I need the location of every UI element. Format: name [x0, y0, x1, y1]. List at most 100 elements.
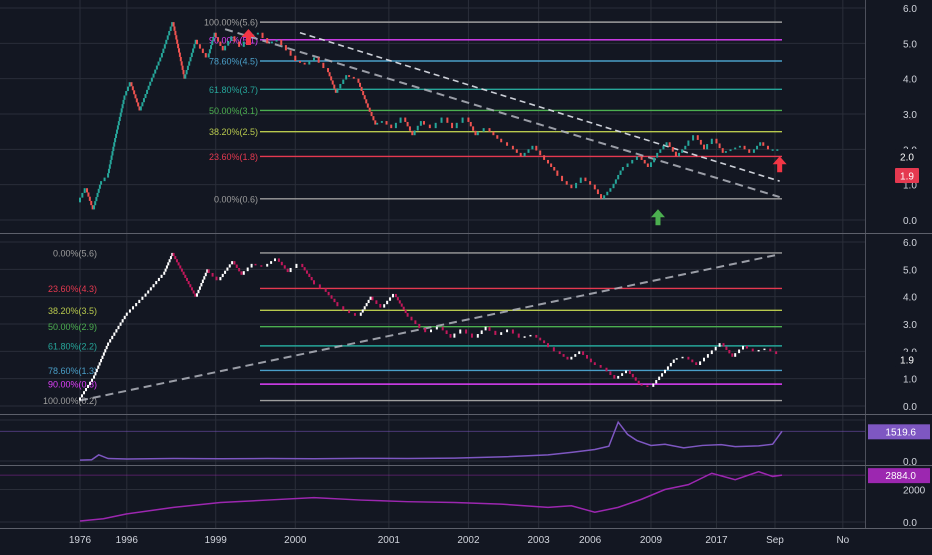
- price-brick: [270, 41, 273, 44]
- price-brick: [187, 281, 190, 285]
- price-series[interactable]: [79, 252, 778, 401]
- y-tick-label: 6.0: [903, 238, 917, 249]
- arrow-shape: [772, 156, 787, 173]
- price-brick: [408, 126, 411, 131]
- price-brick: [678, 152, 681, 157]
- fib-level-label: 61.80%(2.2): [48, 341, 97, 351]
- price-brick: [593, 362, 596, 365]
- price-brick: [449, 334, 452, 338]
- price-brick: [201, 48, 204, 54]
- price-brick: [605, 367, 608, 372]
- price-brick: [500, 332, 503, 335]
- panel-indicator2[interactable]: 0.0 2000 2884.0: [0, 468, 930, 529]
- price-brick: [130, 82, 133, 87]
- price-brick: [675, 358, 678, 360]
- arrow-up-icon: [650, 209, 665, 226]
- arrow-up-icon: [241, 29, 256, 46]
- price-brick: [692, 135, 695, 141]
- price-brick: [190, 287, 193, 291]
- price-brick: [579, 177, 582, 183]
- price-brick: [132, 306, 135, 310]
- price-brick: [352, 76, 355, 79]
- price-brick: [586, 354, 588, 359]
- price-brick: [95, 197, 98, 202]
- price-brick: [126, 86, 129, 92]
- price-brick: [163, 271, 166, 275]
- price-brick: [643, 159, 646, 164]
- price-brick: [303, 62, 306, 65]
- price-brick: [756, 145, 759, 150]
- price-brick: [91, 378, 94, 382]
- price-brick: [294, 55, 297, 61]
- price-brick: [246, 267, 249, 272]
- price-brick: [200, 283, 203, 287]
- price-brick: [390, 124, 393, 129]
- price-brick: [614, 179, 617, 184]
- price-brick: [211, 40, 214, 46]
- price-brick: [87, 384, 90, 389]
- price-brick: [410, 316, 413, 321]
- price-brick: [94, 372, 97, 376]
- price-brick: [357, 78, 360, 83]
- price-brick: [198, 286, 201, 290]
- price-brick: [574, 354, 577, 357]
- price-brick: [365, 303, 368, 307]
- y-tick-label: 0.0: [903, 216, 917, 227]
- price-brick: [242, 271, 245, 275]
- x-tick-label: 2006: [579, 535, 602, 546]
- price-brick: [488, 128, 491, 132]
- price-brick: [289, 267, 292, 273]
- price-brick: [710, 138, 713, 145]
- price-brick: [212, 36, 215, 41]
- price-brick: [681, 356, 684, 359]
- price-brick: [308, 273, 311, 277]
- price-brick: [224, 270, 227, 274]
- price-brick: [177, 43, 180, 49]
- price-brick: [488, 326, 491, 331]
- price-brick: [107, 173, 110, 178]
- price-brick: [109, 159, 112, 165]
- price-brick: [308, 61, 311, 65]
- price-brick: [108, 164, 111, 169]
- price-brick: [472, 126, 475, 131]
- price-brick: [589, 358, 592, 363]
- panel-main[interactable]: 0.01.02.03.04.05.06.0100.00%(5.6)90.00%(…: [0, 4, 919, 227]
- indicator-line[interactable]: [79, 420, 783, 461]
- price-brick: [283, 265, 286, 269]
- price-brick: [484, 326, 487, 331]
- price-brick: [558, 351, 561, 355]
- price-brick: [517, 333, 520, 338]
- price-brick: [178, 52, 181, 57]
- price-brick: [228, 264, 231, 268]
- price-brick: [266, 263, 269, 267]
- price-brick: [81, 394, 84, 398]
- price-brick: [217, 37, 220, 42]
- price-brick: [105, 345, 108, 350]
- price-brick: [734, 147, 737, 150]
- price-brick: [500, 138, 503, 143]
- price-brick: [411, 130, 414, 136]
- price-brick: [402, 306, 405, 310]
- price-brick: [396, 297, 399, 301]
- price-brick: [165, 265, 168, 269]
- panel-indicator1[interactable]: 0.0 1519.6: [0, 419, 930, 468]
- price-brick: [515, 149, 518, 153]
- price-brick: [86, 188, 89, 193]
- price-brick: [154, 69, 157, 74]
- price-brick: [238, 41, 241, 47]
- price-brick: [715, 138, 718, 144]
- price-brick: [370, 111, 373, 117]
- price-brick: [710, 350, 713, 355]
- price-brick: [250, 263, 253, 268]
- price-series[interactable]: [79, 22, 779, 210]
- panel-second[interactable]: 0.01.02.03.04.05.06.00.00%(5.6)23.60%(4.…: [0, 238, 919, 413]
- price-brick: [194, 39, 197, 45]
- price-brick: [210, 45, 213, 50]
- price-brick: [284, 45, 287, 51]
- price-brick: [416, 125, 419, 131]
- price-brick: [535, 145, 538, 151]
- price-brick: [213, 32, 216, 37]
- price-brick: [665, 142, 668, 146]
